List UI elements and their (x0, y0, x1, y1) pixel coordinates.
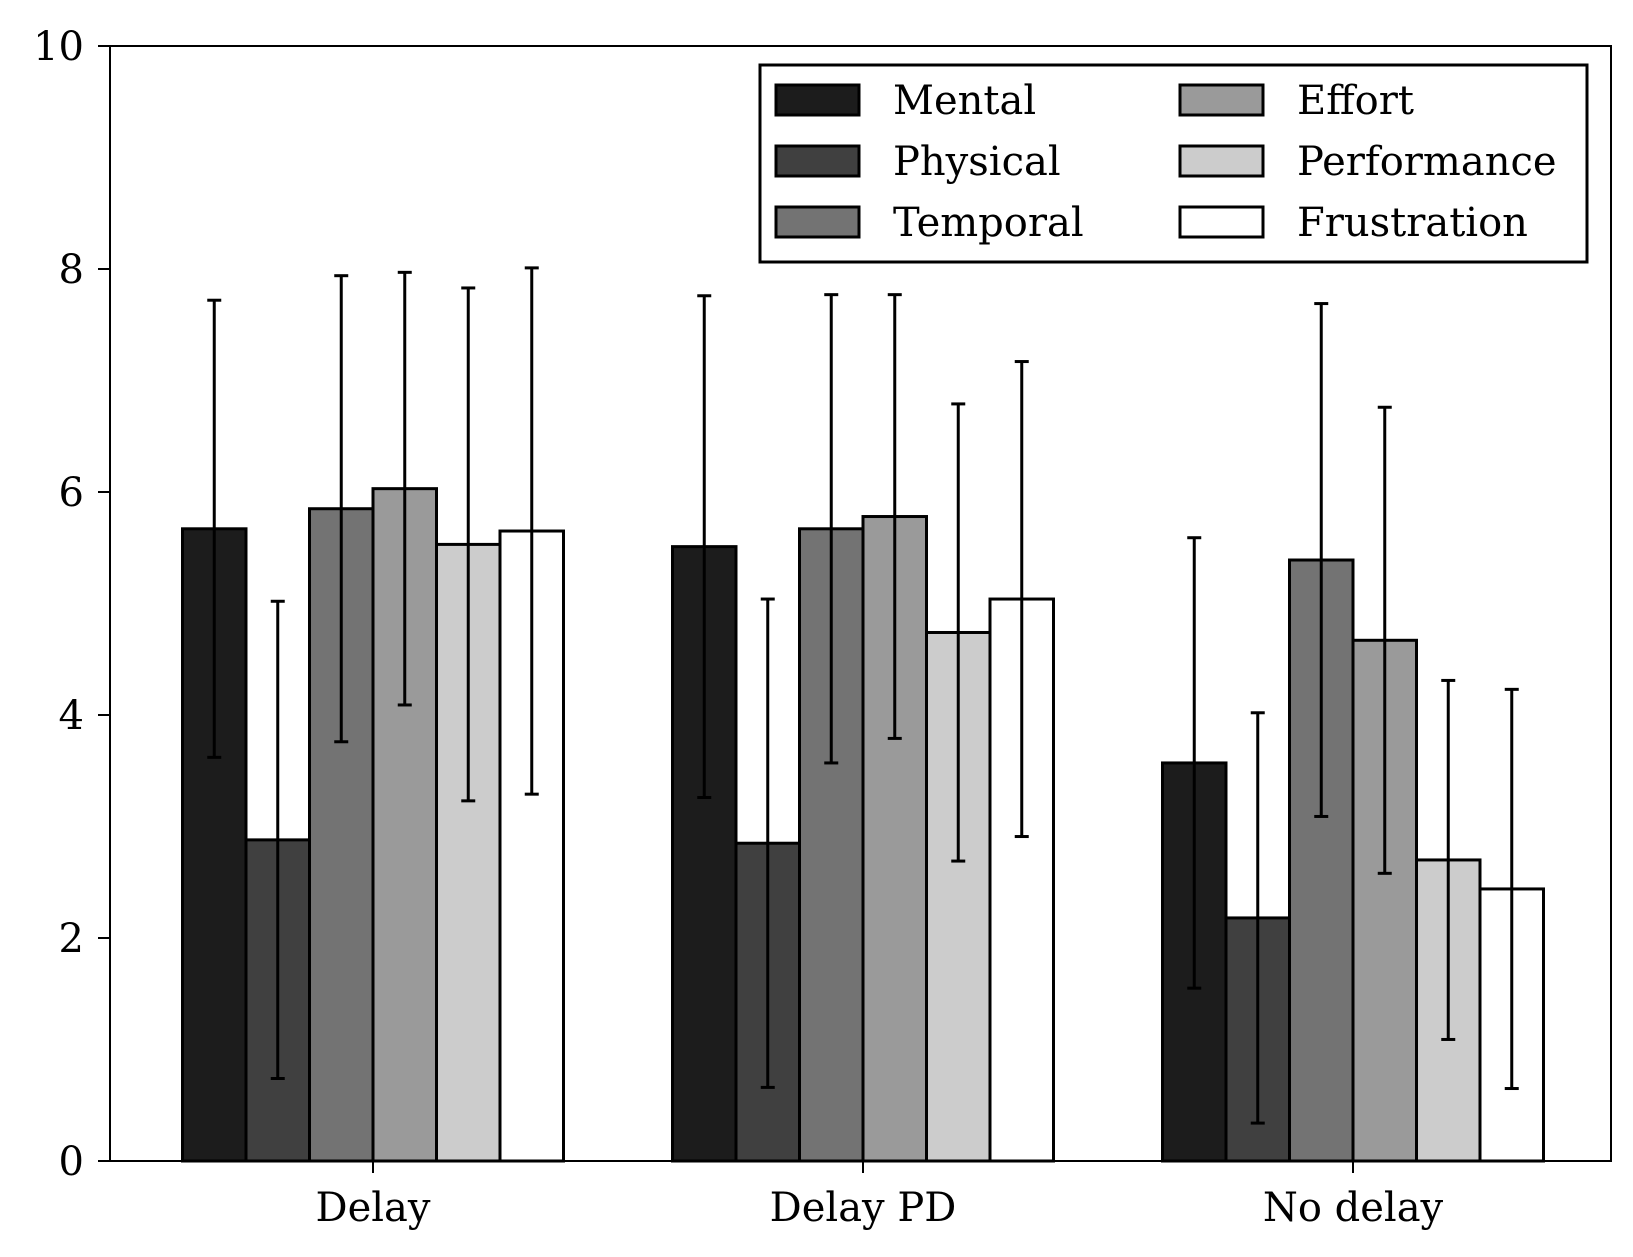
error-bar-performance-delay (461, 286, 476, 803)
error-bars-layer (207, 266, 1519, 1125)
y-tick-label: 8 (59, 247, 84, 293)
legend-box (758, 63, 1589, 264)
y-tick-label: 6 (59, 470, 84, 516)
x-tick-label: Delay PD (770, 1185, 957, 1231)
plot-frame (109, 45, 1612, 1162)
x-tick-label: Delay (316, 1185, 431, 1231)
axes-layer: 0 2 4 6 8 10 Delay Delay PD No delay (33, 24, 1612, 1231)
legend-swatch (1178, 205, 1265, 239)
legend-item-frustration: Frustration (1178, 200, 1528, 246)
legend-item-temporal: Temporal (774, 200, 1084, 246)
legend-swatch (1178, 83, 1265, 117)
x-tick-label: No delay (1263, 1185, 1444, 1231)
error-bar-effort-delay (397, 270, 412, 707)
legend-swatch (774, 83, 861, 117)
error-bar-temporal-delay-pd (824, 293, 839, 765)
legend-label: Temporal (893, 200, 1084, 246)
error-bar-frustration-delay (524, 266, 539, 796)
legend-label: Frustration (1297, 200, 1528, 246)
y-tick-label: 4 (59, 693, 84, 739)
legend-label: Mental (893, 78, 1036, 124)
error-bar-effort-delay-pd (887, 293, 902, 740)
legend-label: Physical (893, 139, 1061, 185)
legend-item-effort: Effort (1178, 78, 1414, 124)
legend-swatch (774, 205, 861, 239)
bar-frustration-delay-pd (988, 597, 1055, 1163)
legend-item-performance: Performance (1178, 139, 1557, 185)
bars-layer (181, 487, 1545, 1163)
y-tick-label: 10 (33, 24, 84, 70)
error-bar-mental-no-delay (1187, 536, 1202, 990)
error-bar-temporal-no-delay (1314, 302, 1329, 818)
legend-swatch (774, 144, 861, 178)
y-tick-label: 2 (59, 916, 84, 962)
error-bar-frustration-delay-pd (1014, 360, 1029, 839)
error-bar-frustration-no-delay (1504, 687, 1519, 1091)
error-bar-physical-delay (270, 599, 285, 1080)
y-tick-label: 0 (59, 1139, 84, 1185)
error-bar-performance-no-delay (1441, 678, 1456, 1041)
legend-swatch (1178, 144, 1265, 178)
legend: Mental Physical Temporal Effort Performance F… (758, 63, 1589, 264)
error-bar-effort-no-delay (1377, 405, 1392, 875)
legend-label: Effort (1297, 78, 1414, 124)
legend-label: Performance (1297, 139, 1557, 185)
error-bar-performance-delay-pd (951, 402, 966, 863)
legend-item-mental: Mental (774, 78, 1036, 124)
error-bar-temporal-delay (334, 274, 349, 744)
error-bar-mental-delay-pd (697, 294, 712, 800)
error-bar-mental-delay (207, 298, 222, 759)
legend-item-physical: Physical (774, 139, 1061, 185)
error-bar-physical-delay-pd (760, 597, 775, 1089)
error-bar-physical-no-delay (1250, 711, 1265, 1125)
